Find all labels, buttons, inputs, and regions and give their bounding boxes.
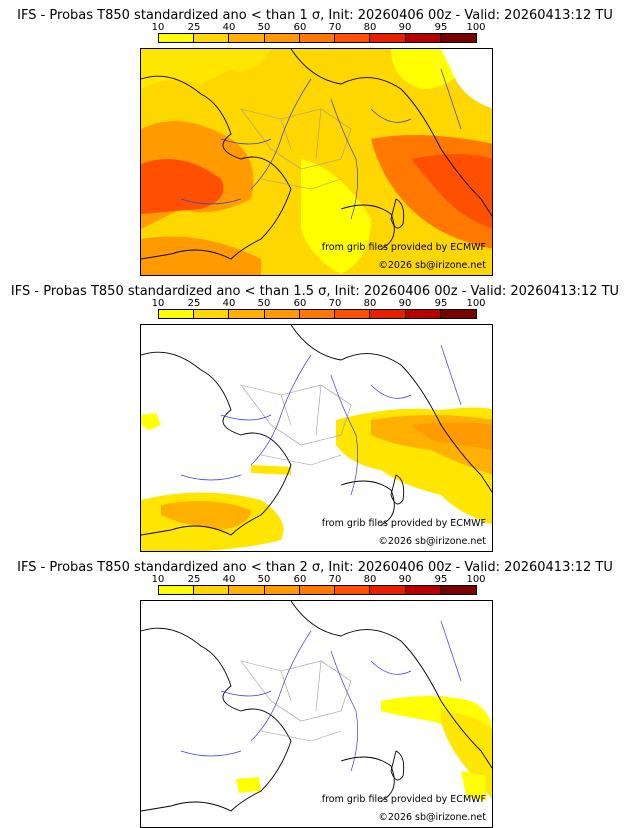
colorbar-tick: 80: [364, 298, 377, 309]
colorbar-segment: [406, 34, 441, 42]
colorbar-segment: [441, 34, 476, 42]
colorbar-segment: [194, 586, 229, 594]
colorbar: [158, 585, 477, 595]
colorbar-segment: [406, 586, 441, 594]
colorbar-tick: 95: [435, 22, 448, 33]
data-source-credit: from grib files provided by ECMWF: [322, 242, 486, 253]
probability-map: from grib files provided by ECMWF ©2026 …: [140, 324, 493, 552]
colorbar-tick: 10: [152, 574, 165, 585]
colorbar-tick: 50: [258, 22, 271, 33]
colorbar: [158, 33, 477, 43]
admin-boundaries: [241, 661, 351, 741]
map-panel-1sigma: IFS - Probas T850 standardized ano < tha…: [0, 0, 630, 276]
colorbar-segment: [229, 310, 264, 318]
probability-map: from grib files provided by ECMWF ©2026 …: [140, 48, 493, 276]
colorbar-tick: 90: [399, 22, 412, 33]
colorbar-tick: 25: [188, 298, 201, 309]
shade-south-patch: [236, 777, 261, 793]
panel-title: IFS - Probas T850 standardized ano < tha…: [0, 560, 630, 575]
colorbar-tick: 70: [329, 22, 342, 33]
colorbar-segment: [159, 310, 194, 318]
colorbar-tick: 25: [188, 22, 201, 33]
admin-boundaries: [241, 385, 351, 465]
colorbar-tick: 90: [399, 298, 412, 309]
data-source-credit: from grib files provided by ECMWF: [322, 518, 486, 529]
copyright-credit: ©2026 sb@irizone.net: [378, 812, 486, 823]
colorbar-tick: 40: [223, 22, 236, 33]
colorbar-segment: [265, 34, 300, 42]
colorbar-tick: 40: [223, 574, 236, 585]
data-source-credit: from grib files provided by ECMWF: [322, 794, 486, 805]
colorbar-tick: 25: [188, 574, 201, 585]
colorbar-tick: 95: [435, 298, 448, 309]
colorbar-segment: [265, 586, 300, 594]
map-panel-2sigma: IFS - Probas T850 standardized ano < tha…: [0, 552, 630, 828]
colorbar-segment: [335, 34, 370, 42]
colorbar-segment: [441, 310, 476, 318]
colorbar-tick: 95: [435, 574, 448, 585]
colorbar-segment: [159, 34, 194, 42]
map-panel-1-5sigma: IFS - Probas T850 standardized ano < tha…: [0, 276, 630, 552]
colorbar-tick: 70: [329, 574, 342, 585]
colorbar-tick: 10: [152, 22, 165, 33]
copyright-credit: ©2026 sb@irizone.net: [378, 260, 486, 271]
colorbar-segment: [265, 310, 300, 318]
colorbar-tick: 70: [329, 298, 342, 309]
panel-title: IFS - Probas T850 standardized ano < tha…: [0, 8, 630, 23]
colorbar-tick: 100: [466, 574, 485, 585]
panel-title: IFS - Probas T850 standardized ano < tha…: [0, 284, 630, 299]
colorbar-tick: 60: [294, 574, 307, 585]
colorbar: [158, 309, 477, 319]
colorbar-tick: 60: [294, 298, 307, 309]
copyright-credit: ©2026 sb@irizone.net: [378, 536, 486, 547]
colorbar-tick: 80: [364, 22, 377, 33]
colorbar-segment: [370, 310, 405, 318]
probability-map: from grib files provided by ECMWF ©2026 …: [140, 600, 493, 828]
colorbar-segment: [194, 34, 229, 42]
colorbar-segment: [229, 34, 264, 42]
colorbar-tick: 50: [258, 574, 271, 585]
colorbar-segment: [406, 310, 441, 318]
colorbar-tick: 10: [152, 298, 165, 309]
colorbar-tick: 90: [399, 574, 412, 585]
colorbar-segment: [300, 34, 335, 42]
colorbar-segment: [194, 310, 229, 318]
colorbar-segment: [300, 310, 335, 318]
colorbar-tick: 100: [466, 22, 485, 33]
colorbar-segment: [370, 586, 405, 594]
colorbar-segment: [300, 586, 335, 594]
shade-center-patch: [251, 465, 291, 475]
colorbar-tick: 50: [258, 298, 271, 309]
colorbar-tick: 80: [364, 574, 377, 585]
colorbar-tick: 40: [223, 298, 236, 309]
corsica-outline: [391, 751, 404, 780]
colorbar-segment: [441, 586, 476, 594]
colorbar-segment: [335, 310, 370, 318]
colorbar-segment: [335, 586, 370, 594]
coastline-west: [141, 628, 291, 811]
colorbar-segment: [159, 586, 194, 594]
colorbar-tick: 60: [294, 22, 307, 33]
shade-atlantic-yellow: [141, 413, 161, 430]
colorbar-segment: [229, 586, 264, 594]
colorbar-tick: 100: [466, 298, 485, 309]
colorbar-segment: [370, 34, 405, 42]
